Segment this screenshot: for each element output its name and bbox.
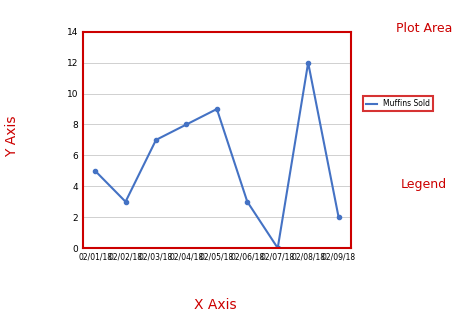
Text: X Axis: X Axis <box>194 298 237 312</box>
Legend: Muffins Sold: Muffins Sold <box>363 96 433 111</box>
Text: Y Axis: Y Axis <box>5 116 19 157</box>
Text: Plot Area: Plot Area <box>396 22 452 35</box>
Text: Legend: Legend <box>401 178 447 191</box>
